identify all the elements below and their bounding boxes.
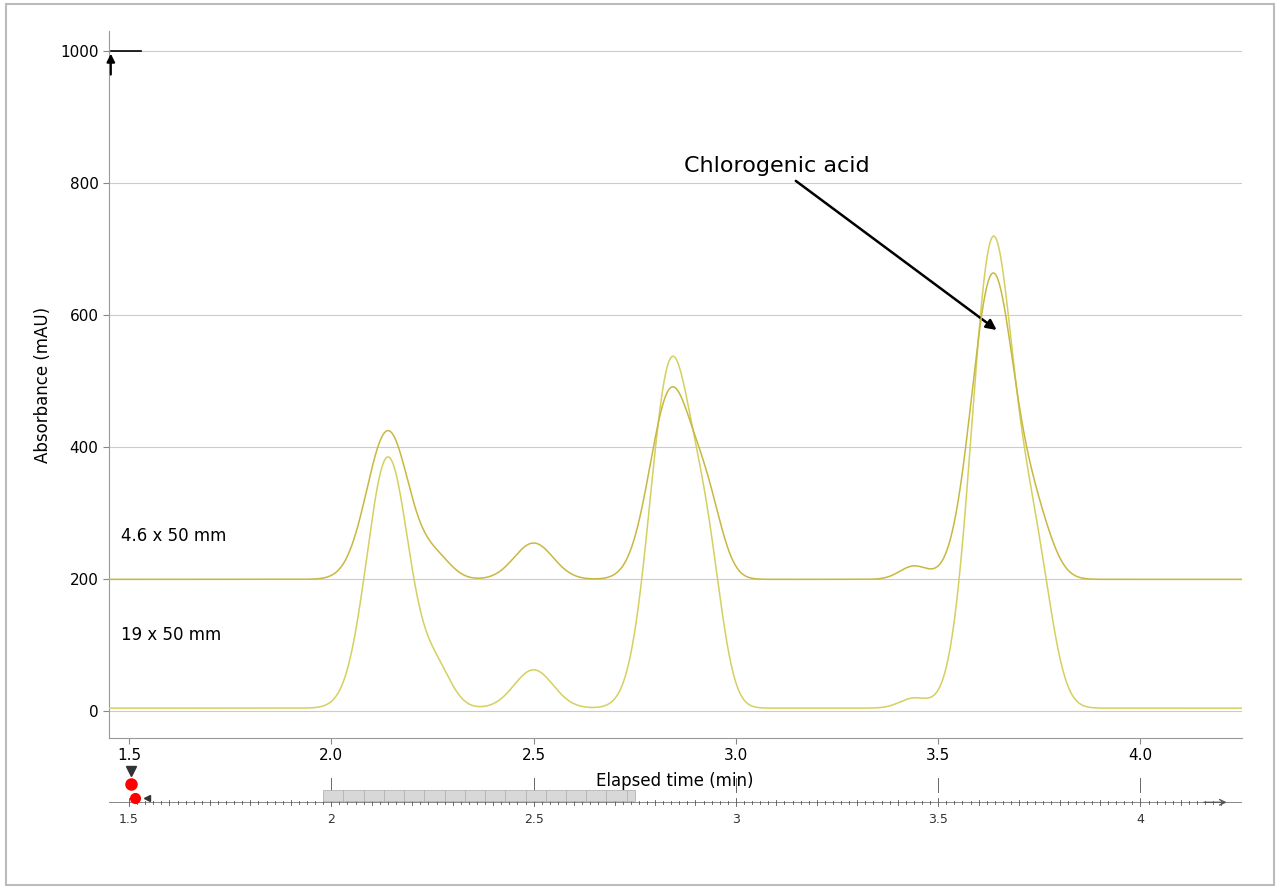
- Text: 4: 4: [1137, 813, 1144, 826]
- Text: 2.5: 2.5: [524, 813, 544, 826]
- Bar: [324, 790, 635, 801]
- Text: 3.5: 3.5: [928, 813, 948, 826]
- Text: 4.6 x 50 mm: 4.6 x 50 mm: [120, 527, 227, 546]
- X-axis label: Elapsed time (min): Elapsed time (min): [596, 772, 754, 789]
- Text: 3: 3: [732, 813, 740, 826]
- Text: 19 x 50 mm: 19 x 50 mm: [120, 627, 221, 645]
- Text: 2: 2: [328, 813, 335, 826]
- Y-axis label: Absorbance (mAU): Absorbance (mAU): [33, 307, 51, 462]
- Text: Chlorogenic acid: Chlorogenic acid: [684, 156, 995, 328]
- Text: 1.5: 1.5: [119, 813, 140, 826]
